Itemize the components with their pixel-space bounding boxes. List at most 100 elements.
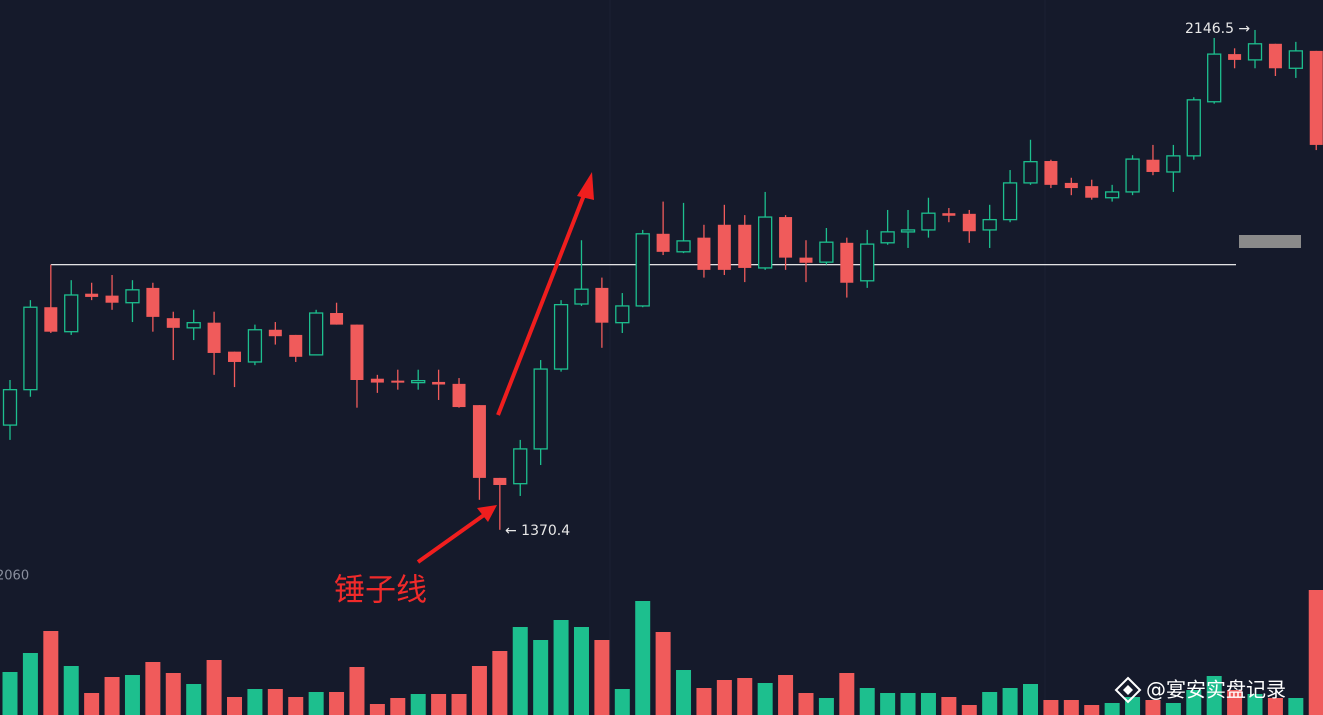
volume-bar [308, 692, 324, 715]
pattern-label: 锤子线 [334, 573, 427, 609]
volume-bar [349, 667, 365, 715]
candle-body [146, 287, 160, 317]
arrow-head [477, 505, 497, 522]
volume-bar [1063, 700, 1079, 715]
candle-body [513, 448, 528, 485]
candle-body [1166, 155, 1181, 173]
candle-body [697, 237, 711, 270]
candle-body [1023, 161, 1038, 184]
volume-bar [533, 640, 549, 715]
volume-bar [982, 692, 998, 715]
candle-body [2, 389, 18, 426]
volume-bar [553, 620, 569, 715]
volume-bar [1267, 698, 1283, 715]
volume-bar [1247, 694, 1263, 715]
high-label: 2146.5 → [1185, 21, 1250, 37]
volume-bar [778, 675, 794, 715]
volume-bar [1206, 676, 1222, 715]
volume-bar [186, 684, 202, 715]
candle-body [1125, 158, 1140, 193]
candle-body [533, 368, 548, 450]
volume-bar [84, 693, 100, 715]
candle-body [85, 293, 99, 297]
candle-body [1104, 191, 1120, 199]
volume-bar [859, 688, 875, 715]
volume-bar [594, 640, 610, 715]
volume-bar [1186, 690, 1202, 715]
volume-bar [900, 693, 916, 715]
candle-body [656, 233, 670, 252]
volume-bar [696, 688, 712, 715]
arrow [496, 189, 588, 416]
arrow [416, 513, 486, 564]
candle-body [1228, 54, 1242, 60]
volume-bar [573, 627, 589, 715]
candle-body [1247, 43, 1263, 61]
volume-bar [2, 672, 18, 715]
candle-body [595, 287, 609, 323]
volume-bar [227, 697, 243, 715]
candle-body [370, 378, 384, 383]
volume-bar [1165, 703, 1181, 715]
axis-label: 2060 [0, 569, 29, 584]
candle-body [44, 307, 58, 332]
candle-body [411, 379, 426, 384]
candle-body [105, 295, 119, 303]
candle-body [553, 303, 569, 370]
candle-body [758, 216, 773, 269]
volume-bar [941, 697, 957, 715]
volume-bar [1145, 700, 1161, 715]
volume-bar [288, 697, 304, 715]
volume-bar [369, 704, 385, 715]
candle-body [1309, 50, 1323, 145]
volume-bar [63, 666, 79, 715]
candle-body [819, 241, 834, 263]
volume-bar [1023, 684, 1038, 715]
volume-bar [1002, 688, 1018, 715]
price-tag [1239, 235, 1301, 248]
candle-body [64, 294, 79, 333]
candle-body [493, 477, 507, 485]
candle-body [962, 213, 976, 232]
volume-bar [920, 693, 936, 715]
candle-body [738, 224, 752, 268]
candle-body [330, 313, 344, 325]
candle-body [391, 380, 405, 383]
volume-bar [635, 601, 651, 715]
volume-bar [1043, 700, 1059, 715]
candle-body [921, 212, 936, 231]
volume-bar [961, 705, 977, 715]
watermark-icon [1114, 676, 1142, 704]
candle-body [676, 240, 691, 253]
volume-bar [798, 693, 814, 715]
candle-body [166, 318, 180, 328]
candle-body [186, 322, 201, 329]
volume-bar [22, 653, 38, 715]
volume-bar [206, 660, 222, 715]
volume-bar [492, 651, 508, 715]
low-label: ← 1370.4 [505, 523, 570, 539]
candle-body [452, 383, 466, 408]
volume-bar [676, 670, 692, 715]
volume-bar [104, 677, 120, 715]
candle-body [574, 288, 589, 305]
volume-bar [1104, 703, 1120, 715]
candle-body [717, 224, 731, 270]
volume-bar [247, 689, 263, 715]
volume-bar [410, 694, 426, 715]
volume-bar [1084, 705, 1100, 715]
volume-bar [757, 683, 773, 715]
volume-bar [1288, 698, 1304, 715]
volume-bar [165, 673, 181, 715]
volume-bar [471, 666, 487, 715]
candle-body [1288, 50, 1303, 69]
volume-bar [655, 632, 671, 715]
candle-body [268, 329, 282, 337]
volume-bar [329, 692, 345, 715]
candle-body [247, 329, 263, 363]
candle-body [900, 229, 916, 233]
candle-body [840, 242, 854, 283]
volume-bar [451, 694, 467, 715]
